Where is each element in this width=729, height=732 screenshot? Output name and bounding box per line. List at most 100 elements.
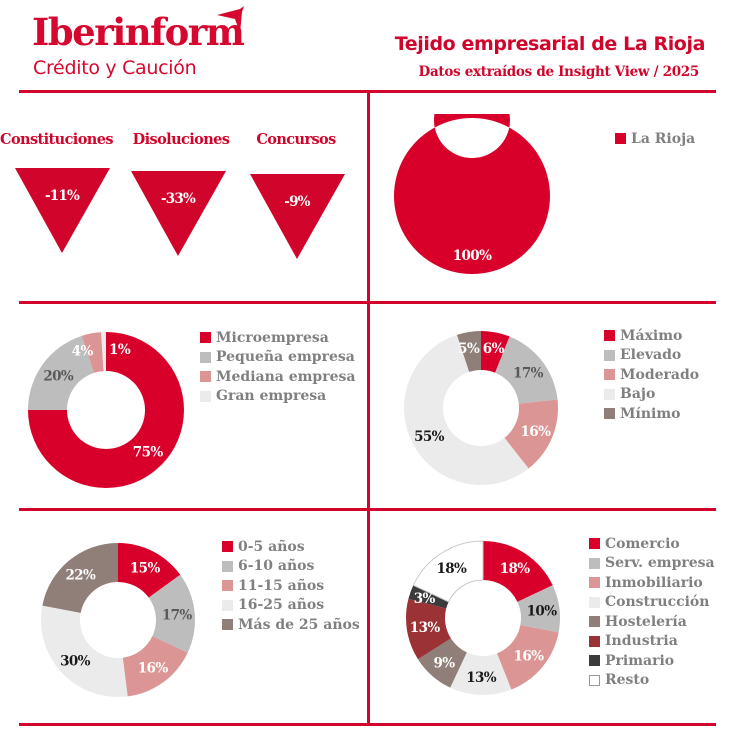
down-triangle-icon [15, 168, 110, 253]
legend-label: Elevado [620, 347, 682, 364]
kpi-triangles: -11% -33% -9% [15, 168, 345, 259]
slice-inmobiliario [496, 625, 559, 690]
data-label-minimo: 5% [458, 341, 480, 357]
page-subtitle: Datos extraídos de Insight View / 2025 [418, 64, 700, 80]
legend-label: Gran empresa [216, 388, 327, 405]
slice-microempresa [28, 332, 184, 488]
legend-item-bajo: Bajo [604, 385, 699, 405]
legend-item-moderado: Moderado [604, 365, 699, 385]
legend-label: 6-10 años [238, 558, 315, 575]
legend-swatch [222, 580, 233, 592]
slice-11-15-anos [122, 636, 188, 697]
legend-label: Pequeña empresa [216, 349, 355, 366]
data-label-maximo: 6% [483, 341, 505, 357]
slice-gran-empresa [101, 332, 106, 372]
slice-0-5-anos [118, 543, 181, 598]
legend-label: Moderado [620, 366, 700, 383]
data-label-la-rioja: 100% [453, 248, 492, 264]
legend-swatch [604, 408, 615, 420]
slice-mediana-empresa [81, 332, 104, 373]
legend-swatch [222, 541, 233, 553]
data-label-resto: 18% [436, 561, 467, 577]
legend-swatch [589, 655, 600, 667]
legend-item-maximo: Máximo [604, 326, 699, 346]
kpi-concursos: -9% [250, 174, 345, 259]
donut-chart-size: 75% 20% 4% 1% [28, 332, 184, 488]
legend-swatch [200, 390, 211, 402]
data-label-moderado: 16% [521, 424, 552, 440]
data-label-serv-empresa: 10% [527, 604, 558, 620]
legend-swatch [200, 351, 211, 363]
legend-swatch [222, 619, 233, 631]
page-title: Tejido empresarial de La Rioja [394, 33, 706, 55]
data-label-mediana-empresa: 4% [72, 343, 94, 359]
legend-label: La Rioja [631, 130, 696, 147]
legend-swatch [589, 616, 600, 628]
donut-chart-age: 15% 17% 16% 30% 22% [41, 543, 195, 697]
legend-item-primario: Primario [589, 651, 715, 671]
donut-chart-sector: 18%10%16%13%9%13%3%18% [406, 540, 560, 695]
kpi-label-constituciones: Constituciones [0, 131, 114, 148]
slice-primario [408, 585, 449, 609]
kpi-value-concursos: -9% [284, 194, 310, 210]
slice-pequena-empresa [28, 335, 94, 410]
slice-comercio [483, 541, 553, 602]
legend-swatch [589, 596, 600, 608]
data-label-mas-de-25-anos: 22% [65, 568, 96, 584]
legend-item-pequena-empresa: Pequeña empresa [200, 348, 355, 368]
legend-label: 16-25 años [238, 597, 325, 614]
legend-item-0-5-anos: 0-5 años [222, 537, 360, 557]
legend-item-inmobiliario: Inmobiliario [589, 573, 715, 593]
down-triangle-icon [131, 171, 226, 256]
data-label-inmobiliario: 16% [514, 649, 545, 665]
kpi-label-concursos: Concursos [256, 131, 336, 148]
legend-label: Hostelería [605, 613, 687, 630]
legend-item-6-10-anos: 6-10 años [222, 557, 360, 577]
legend-swatch [604, 388, 615, 400]
kpi-disoluciones: -33% [131, 171, 226, 256]
legend-swatch [200, 371, 211, 383]
slice-moderado [504, 399, 558, 469]
legend-label: Primario [605, 652, 675, 669]
legend-label: Serv. empresa [605, 555, 715, 572]
data-label-0-5-anos: 15% [130, 560, 161, 576]
kpi-constituciones: -11% [15, 168, 110, 253]
legend-label: Inmobiliario [605, 574, 703, 591]
slice-la-rioja [394, 114, 550, 274]
data-label-industria: 13% [410, 620, 441, 636]
legend-label: Resto [605, 672, 650, 689]
slice-maximo [481, 331, 510, 373]
legend-label: Máximo [620, 327, 683, 344]
data-label-primario: 3% [414, 591, 436, 607]
legend-item-serv-empresa: Serv. empresa [589, 554, 715, 574]
logo-wordmark: Iberinform [32, 10, 245, 54]
legend-item-16-25-anos: 16-25 años [222, 596, 360, 616]
legend-label: Industria [605, 633, 678, 650]
legend-item-mas-de-25-anos: Más de 25 años [222, 615, 360, 635]
legend-label: Microempresa [216, 329, 329, 346]
slice-hosteleria [417, 638, 467, 688]
legend-swatch [200, 332, 211, 344]
legend-swatch [615, 133, 626, 145]
legend-item-hosteleria: Hostelería [589, 612, 715, 632]
legend-item-industria: Industria [589, 632, 715, 652]
legend-label: Comercio [605, 535, 680, 552]
legend-swatch [589, 538, 600, 550]
legend-swatch [604, 330, 615, 342]
slice-serv-empresa [517, 585, 560, 633]
legend-age: 0-5 años 6-10 años 11-15 años 16-25 años Más… [222, 537, 360, 635]
kpi-label-disoluciones: Disoluciones [132, 131, 230, 148]
legend-swatch [589, 635, 600, 647]
legend-swatch [604, 369, 615, 381]
slice-mas-de-25-anos [42, 543, 119, 613]
data-label-elevado: 17% [513, 365, 544, 381]
slice-bajo [404, 334, 529, 485]
legend-item-microempresa: Microempresa [200, 328, 355, 348]
data-label-pequena-empresa: 20% [43, 368, 74, 384]
legend-item-la-rioja: La Rioja [615, 129, 695, 149]
kpi-value-constituciones: -11% [45, 188, 80, 204]
legend-item-resto: Resto [589, 671, 715, 691]
slice-construccion [450, 652, 512, 695]
data-label-hosteleria: 9% [433, 655, 455, 671]
kpi-value-disoluciones: -33% [161, 191, 196, 207]
